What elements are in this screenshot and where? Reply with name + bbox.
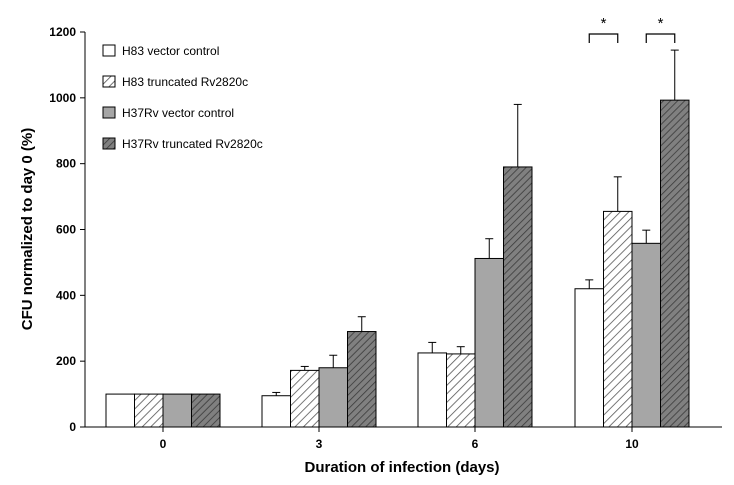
y-tick-label: 600	[56, 223, 76, 237]
x-tick-label: 0	[160, 437, 167, 451]
bar	[347, 331, 377, 428]
y-tick-label: 200	[56, 354, 76, 368]
bar	[318, 367, 348, 428]
y-tick-label: 0	[69, 420, 76, 434]
legend-label: H37Rv vector control	[122, 106, 234, 120]
bar	[261, 395, 291, 428]
legend-swatch	[102, 75, 116, 88]
significance-label: *	[601, 15, 607, 32]
legend-swatch	[102, 44, 116, 57]
significance-bracket	[645, 33, 676, 43]
x-tick-label: 6	[472, 437, 479, 451]
bar	[603, 210, 633, 428]
bar	[290, 369, 320, 428]
bar	[474, 257, 504, 428]
y-tick-label: 400	[56, 288, 76, 302]
error-bars	[272, 49, 679, 396]
legend-swatch	[102, 106, 116, 119]
bar	[134, 393, 164, 428]
bar	[574, 288, 604, 428]
legend-label: H83 vector control	[122, 44, 219, 58]
legend-label: H83 truncated Rv2820c	[122, 75, 248, 89]
bar	[660, 99, 690, 428]
bar	[446, 353, 476, 428]
y-tick-label: 1200	[49, 25, 76, 39]
x-axis-title: Duration of infection (days)	[305, 459, 500, 476]
y-tick-label: 1000	[49, 91, 76, 105]
x-tick-label: 10	[625, 437, 639, 451]
bar	[191, 393, 221, 428]
x-ticks: 0 3 6 10	[160, 427, 639, 451]
legend-swatch	[102, 137, 116, 150]
y-tick-label: 800	[56, 157, 76, 171]
x-tick-label: 3	[316, 437, 323, 451]
significance-bracket	[588, 33, 619, 43]
bar	[162, 393, 192, 428]
y-axis-title: CFU normalized to day 0 (%)	[19, 128, 36, 331]
bar	[105, 393, 135, 428]
legend-label: H37Rv truncated Rv2820c	[122, 137, 263, 151]
significance-markers: * *	[588, 15, 676, 43]
legend: H83 vector control H83 truncated Rv2820c H…	[102, 44, 263, 151]
bar	[503, 166, 533, 428]
bar	[631, 242, 661, 428]
significance-label: *	[658, 15, 664, 32]
bar	[417, 352, 447, 428]
y-ticks: 0 200 400 600 800 1000 1200	[49, 25, 85, 434]
